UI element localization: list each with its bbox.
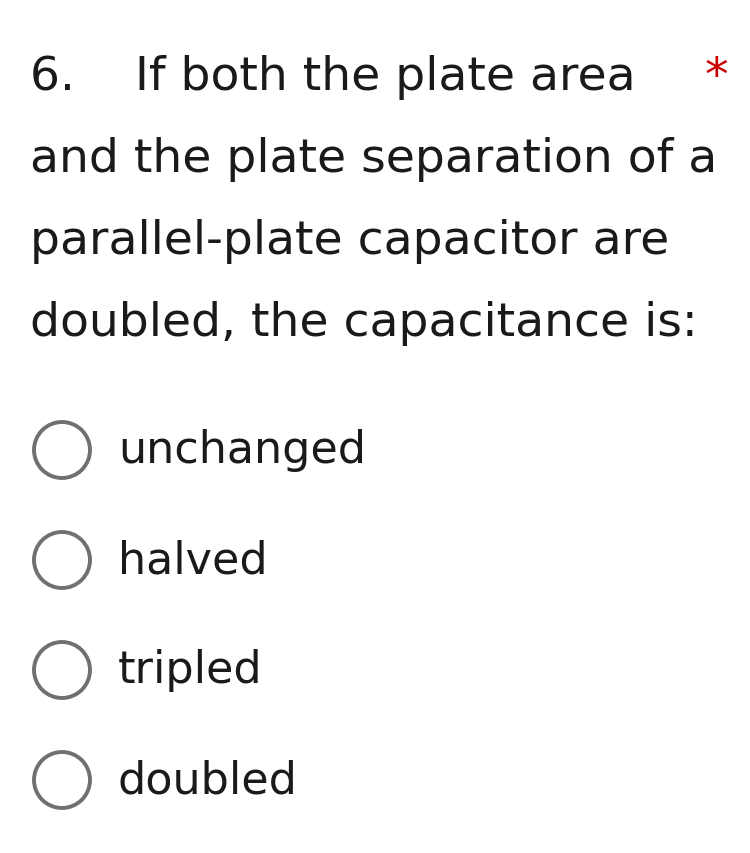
Text: parallel-plate capacitor are: parallel-plate capacitor are xyxy=(30,218,669,264)
Text: *: * xyxy=(704,55,728,100)
Text: halved: halved xyxy=(118,539,268,582)
Text: and the plate separation of a: and the plate separation of a xyxy=(30,136,717,182)
Text: doubled, the capacitance is:: doubled, the capacitance is: xyxy=(30,300,698,345)
Text: unchanged: unchanged xyxy=(118,429,366,472)
Text: 6.    If both the plate area: 6. If both the plate area xyxy=(30,55,635,100)
Text: doubled: doubled xyxy=(118,758,298,802)
Text: tripled: tripled xyxy=(118,649,262,692)
